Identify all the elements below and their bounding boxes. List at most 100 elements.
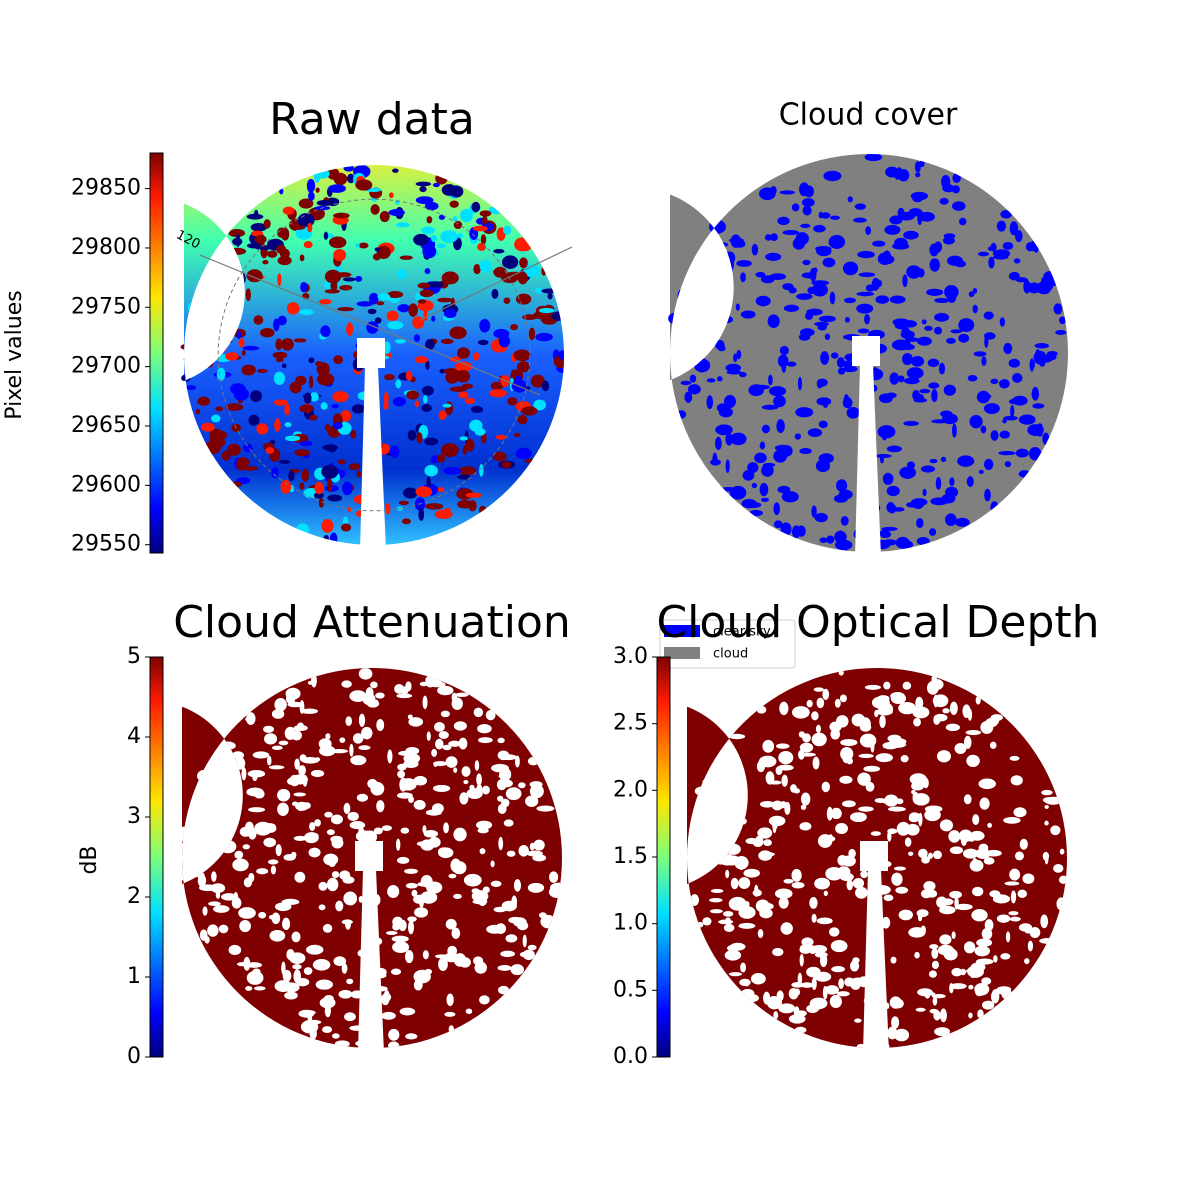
- texture-blob: [799, 752, 816, 757]
- texture-blob: [893, 866, 906, 871]
- texture-blob: [377, 292, 391, 301]
- texture-blob: [499, 779, 513, 788]
- texture-blob: [493, 451, 507, 462]
- texture-blob: [284, 991, 298, 1000]
- texture-blob: [709, 909, 723, 914]
- texture-blob: [800, 792, 811, 806]
- texture-blob: [770, 233, 778, 242]
- texture-blob: [1053, 863, 1064, 873]
- texture-blob: [501, 900, 517, 912]
- texture-blob: [472, 225, 489, 232]
- texture-blob: [778, 1003, 796, 1014]
- texture-blob: [308, 375, 314, 389]
- texture-blob: [710, 779, 716, 785]
- texture-blob: [338, 989, 353, 999]
- texture-blob: [795, 293, 813, 300]
- texture-blob: [472, 899, 488, 905]
- texture-blob: [877, 254, 895, 265]
- texture-blob: [998, 450, 1016, 456]
- texture-blob: [458, 737, 468, 750]
- texture-blob: [327, 478, 333, 493]
- texture-blob: [507, 397, 518, 406]
- texture-blob: [320, 325, 331, 338]
- texture-blob: [798, 731, 805, 738]
- texture-blob: [981, 1000, 995, 1010]
- texture-blob: [826, 806, 833, 821]
- texture-blob: [394, 339, 406, 344]
- texture-blob: [924, 808, 941, 822]
- texture-blob: [341, 919, 353, 925]
- obstruction-arm: [360, 367, 386, 550]
- texture-blob: [730, 797, 735, 807]
- texture-blob: [263, 219, 271, 229]
- texture-blob: [934, 326, 943, 335]
- texture-blob: [397, 304, 411, 313]
- texture-blob: [293, 338, 307, 343]
- texture-blob: [233, 387, 250, 401]
- texture-blob: [872, 240, 886, 247]
- texture-blob: [865, 284, 875, 292]
- texture-blob: [791, 203, 800, 212]
- colorbar-tick-label: 1: [127, 964, 141, 989]
- texture-blob: [935, 477, 942, 490]
- texture-blob: [728, 972, 742, 977]
- texture-blob: [333, 212, 350, 219]
- texture-blob: [326, 877, 339, 892]
- texture-blob: [883, 531, 891, 538]
- texture-blob: [850, 978, 861, 990]
- texture-blob: [882, 472, 894, 485]
- texture-blob: [981, 927, 993, 940]
- texture-blob: [798, 333, 811, 341]
- texture-blob: [933, 713, 948, 722]
- texture-blob: [313, 492, 324, 499]
- texture-blob: [696, 271, 703, 278]
- texture-blob: [699, 330, 710, 341]
- texture-blob: [213, 905, 230, 913]
- texture-blob: [440, 710, 451, 718]
- texture-blob: [437, 487, 445, 493]
- texture-blob: [286, 777, 296, 785]
- texture-blob: [273, 371, 286, 386]
- texture-blob: [514, 432, 521, 438]
- texture-blob: [773, 502, 781, 516]
- texture-blob: [200, 422, 215, 432]
- texture-blob: [426, 216, 433, 224]
- texture-blob: [299, 309, 314, 316]
- texture-blob: [945, 723, 960, 732]
- texture-blob: [943, 384, 956, 396]
- texture-blob: [779, 190, 796, 195]
- texture-blob: [857, 250, 875, 259]
- texture-blob: [384, 993, 392, 1001]
- texture-blob: [431, 748, 438, 757]
- obstruction-arm: [863, 870, 889, 1053]
- texture-blob: [772, 947, 784, 957]
- texture-blob: [330, 281, 338, 292]
- texture-blob: [908, 851, 914, 856]
- texture-blob: [387, 321, 404, 330]
- texture-blob: [274, 697, 287, 712]
- texture-blob: [761, 464, 774, 477]
- texture-blob: [291, 730, 302, 741]
- texture-blob: [196, 306, 204, 319]
- texture-blob: [1031, 386, 1040, 401]
- texture-blob: [932, 850, 942, 860]
- texture-blob: [759, 441, 766, 450]
- texture-blob: [515, 447, 532, 460]
- texture-blob: [891, 872, 903, 886]
- texture-blob: [829, 994, 842, 1009]
- texture-blob: [852, 957, 860, 964]
- texture-blob: [430, 235, 438, 243]
- texture-blob: [1036, 423, 1044, 437]
- texture-blob: [538, 307, 555, 314]
- texture-blob: [720, 793, 726, 800]
- texture-blob: [815, 459, 831, 473]
- texture-blob: [343, 891, 358, 906]
- texture-blob: [897, 167, 902, 172]
- texture-blob: [329, 532, 338, 545]
- texture-blob: [233, 892, 239, 904]
- texture-blob: [735, 303, 740, 311]
- texture-blob: [252, 751, 270, 759]
- texture-blob: [743, 868, 760, 878]
- texture-blob: [889, 996, 902, 1009]
- texture-blob: [528, 327, 536, 341]
